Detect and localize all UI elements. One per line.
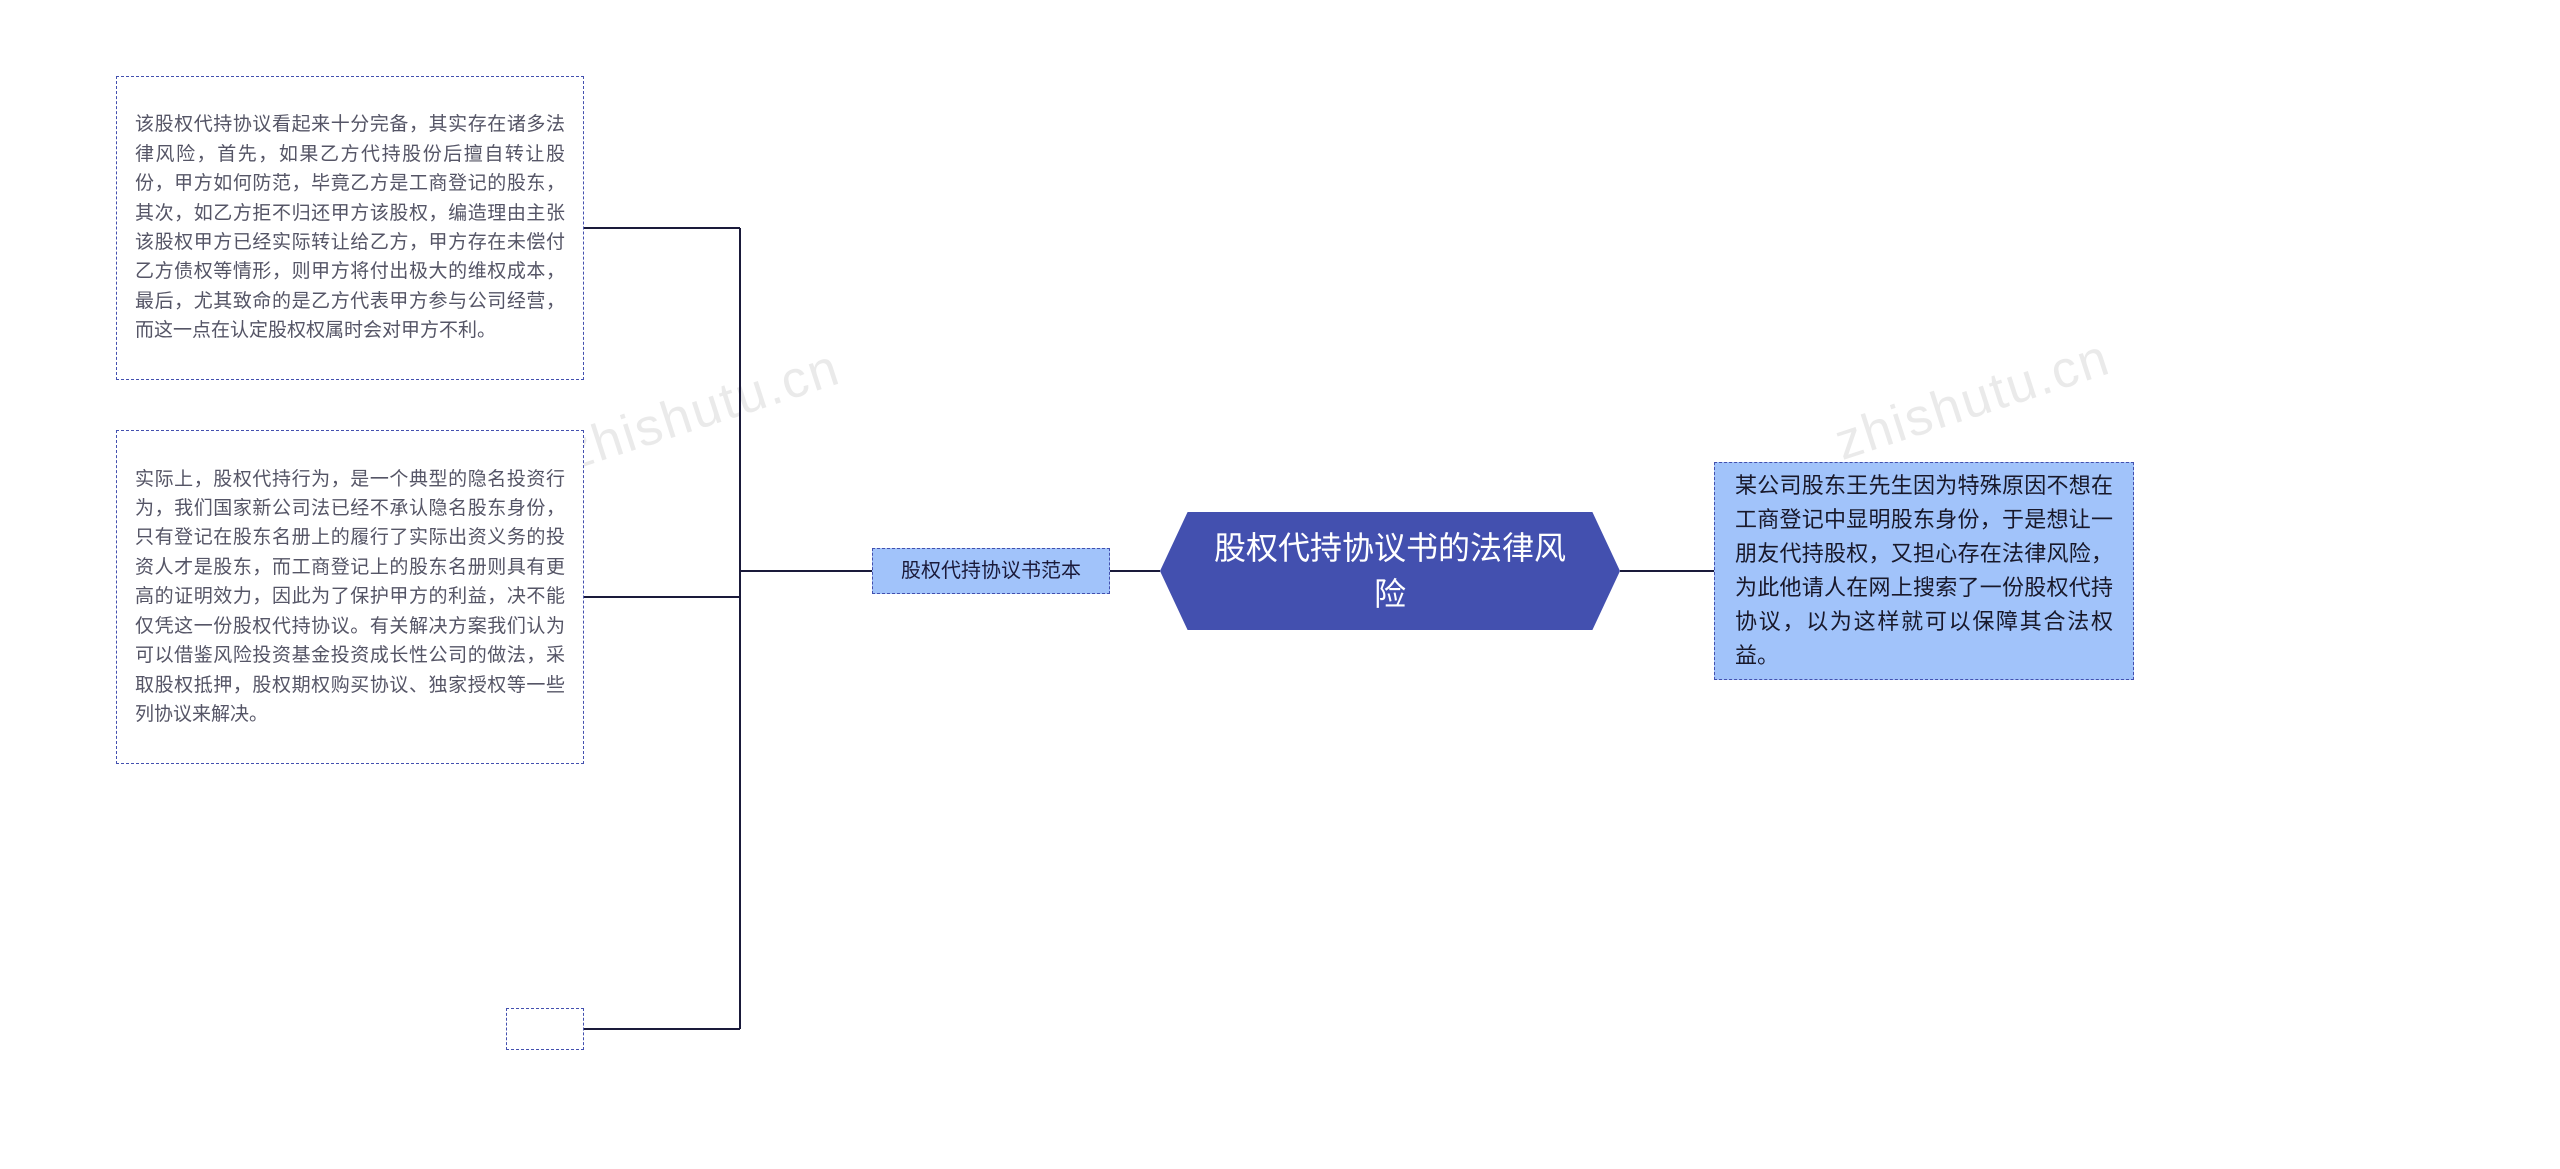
right-leaf: 某公司股东王先生因为特殊原因不想在工商登记中显明股东身份，于是想让一朋友代持股权… [1714, 462, 2134, 680]
right-leaf-text: 某公司股东王先生因为特殊原因不想在工商登记中显明股东身份，于是想让一朋友代持股权… [1735, 469, 2113, 674]
mindmap-canvas: zhishutu.cn zhishutu.cn 股权代持协议书的法律风险 股权代… [0, 0, 2560, 1169]
left-sub-label: 股权代持协议书范本 [901, 556, 1081, 587]
center-node: 股权代持协议书的法律风险 [1160, 512, 1620, 630]
left-leaf-2: 实际上，股权代持行为，是一个典型的隐名投资行为，我们国家新公司法已经不承认隐名股… [116, 430, 584, 764]
left-leaf-1: 该股权代持协议看起来十分完备，其实存在诸多法律风险，首先，如果乙方代持股份后擅自… [116, 76, 584, 380]
left-leaf-1-text: 该股权代持协议看起来十分完备，其实存在诸多法律风险，首先，如果乙方代持股份后擅自… [135, 110, 565, 346]
watermark-2: zhishutu.cn [1828, 327, 2118, 472]
left-sub-node: 股权代持协议书范本 [872, 548, 1110, 594]
watermark-1: zhishutu.cn [558, 337, 848, 482]
left-leaf-3-empty [506, 1008, 584, 1050]
center-node-label: 股权代持协议书的法律风险 [1210, 525, 1570, 618]
left-leaf-2-text: 实际上，股权代持行为，是一个典型的隐名投资行为，我们国家新公司法已经不承认隐名股… [135, 465, 565, 730]
